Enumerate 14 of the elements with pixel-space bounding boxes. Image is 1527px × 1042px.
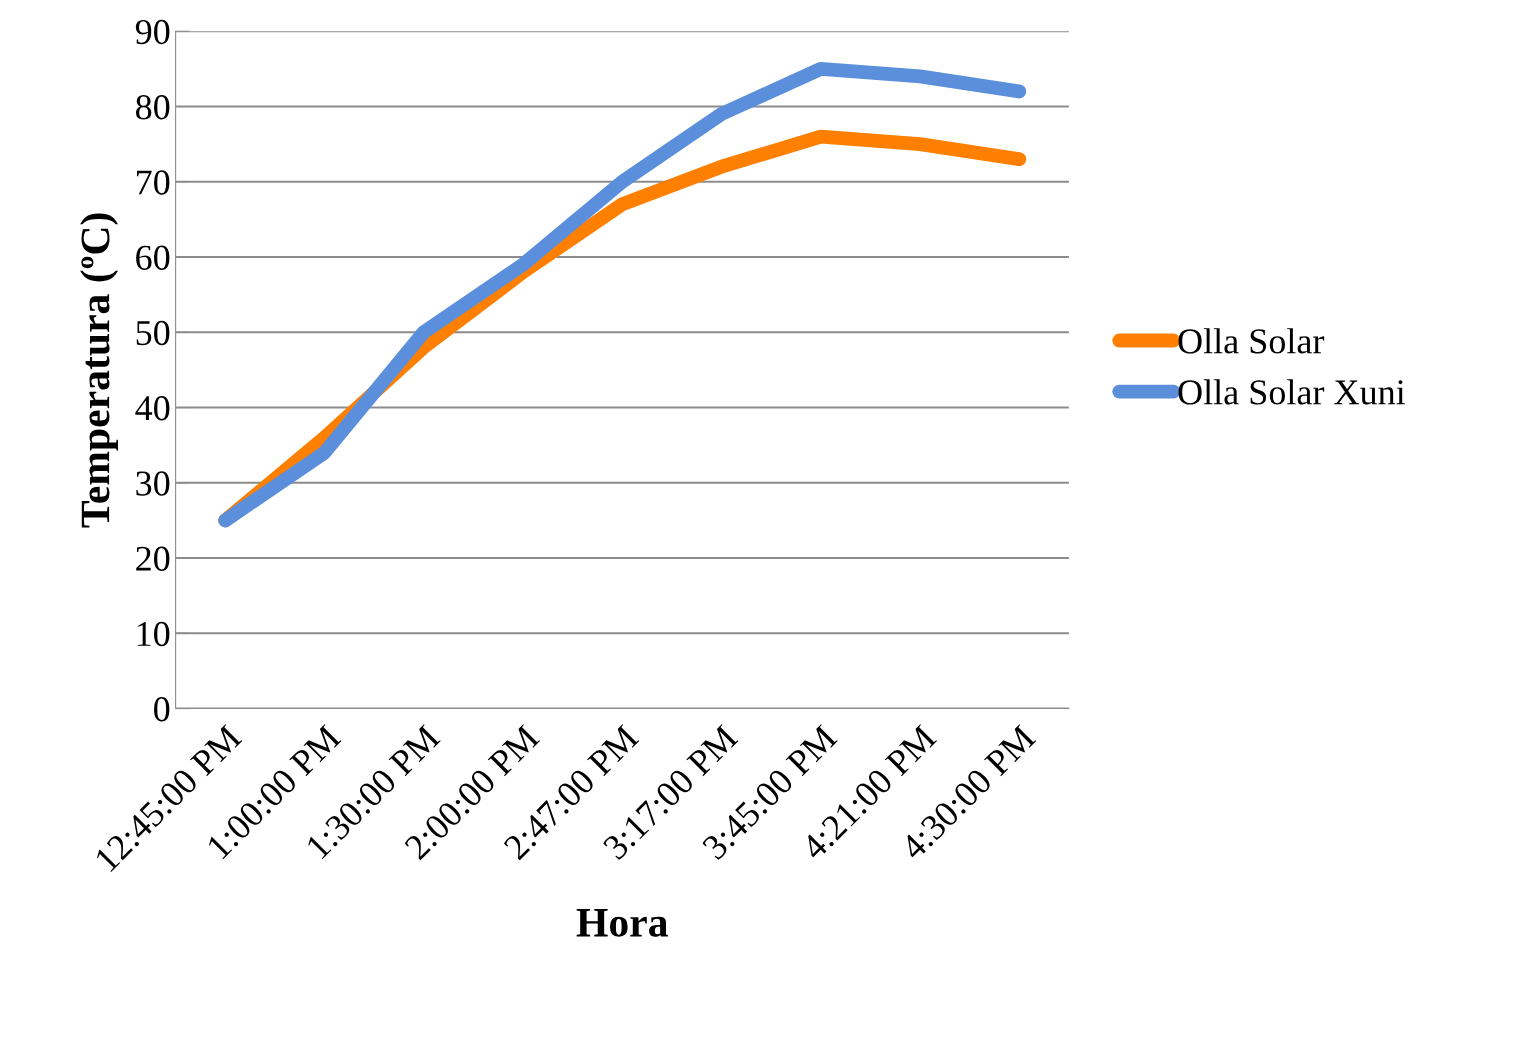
y-axis-title: Temperatura (ºC) <box>80 213 118 528</box>
y-tick-label: 90 <box>135 19 170 45</box>
y-tick-label: 80 <box>136 95 170 120</box>
legend-label: Olla Solar <box>1178 328 1325 354</box>
y-tick-label: 0 <box>154 697 170 722</box>
y-tick-label: 20 <box>136 546 170 571</box>
y-tick-label: 50 <box>136 320 170 346</box>
y-tick-label: 60 <box>136 245 170 270</box>
y-tick-label: 40 <box>135 396 170 421</box>
legend-label: Olla Solar Xuni <box>1178 379 1406 405</box>
y-tick-label: 70 <box>137 170 170 195</box>
y-tick-label: 10 <box>137 621 170 647</box>
y-tick-label: 30 <box>136 471 170 496</box>
x-axis-title: Hora <box>576 909 668 937</box>
